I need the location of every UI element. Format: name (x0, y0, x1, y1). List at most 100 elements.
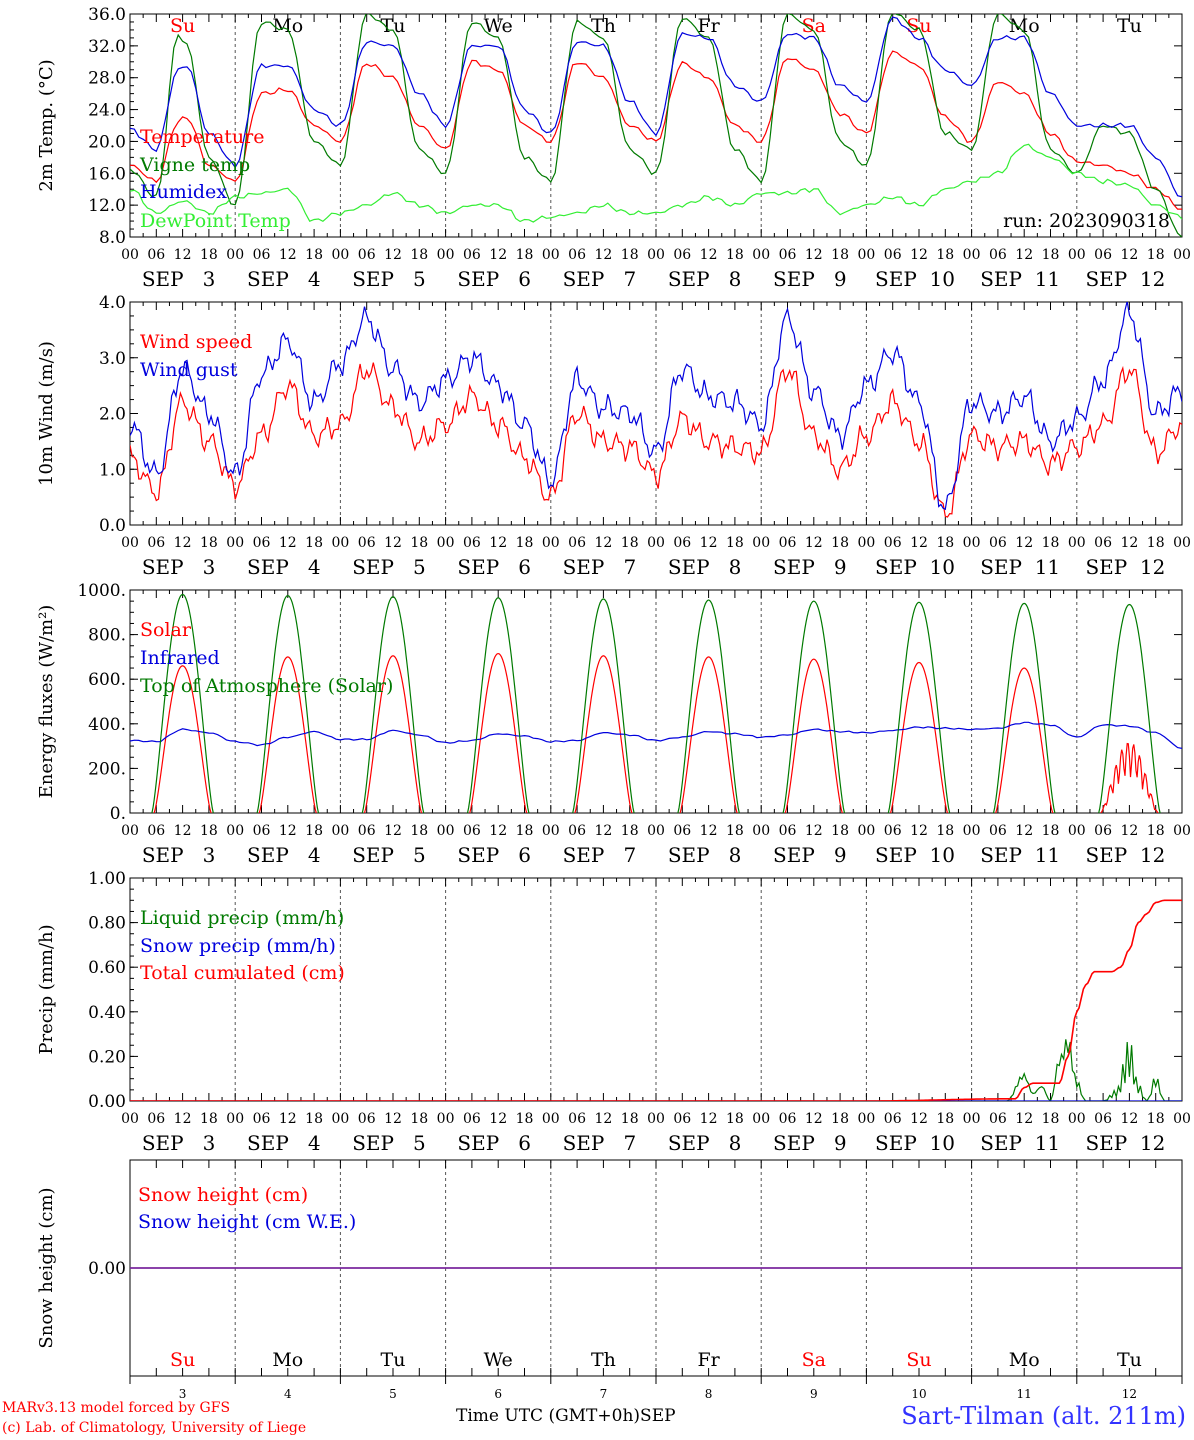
y-tick-label: 0.80 (88, 914, 126, 934)
hour-tick-label: 00 (121, 823, 139, 839)
legend-entry: Wind speed (140, 331, 252, 353)
hour-tick-label: 18 (726, 247, 744, 263)
y-tick-label: 0.40 (88, 1003, 126, 1023)
y-tick-label: 0.00 (88, 1092, 126, 1112)
date-label: SEP 8 (668, 1131, 742, 1155)
hour-tick-label: 00 (1068, 247, 1086, 263)
hour-tick-label: 12 (1015, 535, 1033, 551)
hour-tick-label: 06 (779, 535, 797, 551)
date-label: SEP 7 (563, 267, 637, 291)
hour-tick-label: 06 (673, 247, 691, 263)
hour-tick-label: 12 (594, 1111, 612, 1127)
date-label: SEP 12 (1085, 555, 1165, 579)
day-name-label: Su (906, 15, 931, 37)
hour-tick-label: 06 (568, 1111, 586, 1127)
day-number-label: 9 (810, 1387, 818, 1401)
hour-tick-label: 18 (516, 247, 534, 263)
day-name-label: Mo (272, 1349, 303, 1371)
y-tick-label: 16.0 (88, 164, 126, 184)
hour-tick-label: 00 (226, 535, 244, 551)
hour-tick-label: 18 (621, 535, 639, 551)
hour-tick-label: 12 (594, 535, 612, 551)
y-tick-label: 24.0 (88, 101, 126, 121)
hour-tick-label: 18 (516, 1111, 534, 1127)
hour-tick-label: 18 (200, 1111, 218, 1127)
hour-tick-label: 12 (384, 1111, 402, 1127)
hour-tick-label: 00 (752, 823, 770, 839)
hour-tick-label: 18 (305, 247, 323, 263)
date-label: SEP 10 (875, 1131, 955, 1155)
hour-tick-label: 18 (410, 247, 428, 263)
hour-tick-label: 00 (1173, 823, 1191, 839)
day-name-label: Su (170, 15, 195, 37)
hour-tick-label: 06 (1094, 247, 1112, 263)
hour-tick-label: 12 (174, 823, 192, 839)
hour-tick-label: 06 (568, 247, 586, 263)
day-name-label: Tu (1117, 15, 1142, 37)
hour-tick-label: 06 (989, 535, 1007, 551)
day-name-label: Mo (272, 15, 303, 37)
hour-tick-label: 00 (331, 535, 349, 551)
day-number-label: 4 (284, 1387, 292, 1401)
day-number-label: 8 (705, 1387, 713, 1401)
y-axis-label: 2m Temp. (°C) (36, 59, 57, 191)
y-tick-label: 28.0 (88, 69, 126, 89)
hour-tick-label: 12 (489, 1111, 507, 1127)
hour-tick-label: 12 (910, 247, 928, 263)
hour-tick-label: 00 (1068, 1111, 1086, 1127)
y-tick-label: 600. (88, 670, 126, 690)
hour-tick-label: 18 (1042, 823, 1060, 839)
panel-5: 0.00 Snow height (cm) Su Mo Tu We Th Fr Sa Su Mo Tu… (36, 1159, 1183, 1401)
hour-tick-label: 06 (253, 823, 271, 839)
hour-tick-label: 18 (726, 823, 744, 839)
date-label: SEP 4 (247, 555, 321, 579)
hour-tick-label: 00 (331, 823, 349, 839)
hour-tick-label: 18 (1147, 1111, 1165, 1127)
day-name-label: Fr (697, 15, 720, 37)
hour-tick-label: 00 (226, 823, 244, 839)
day-name-label: Th (591, 15, 616, 37)
hour-tick-label: 18 (1147, 823, 1165, 839)
date-label: SEP 6 (457, 1131, 531, 1155)
y-axis-label: Precip (mm/h) (36, 924, 57, 1054)
hour-tick-label: 18 (200, 535, 218, 551)
hour-tick-label: 06 (147, 535, 165, 551)
hour-tick-label: 00 (331, 247, 349, 263)
date-label: SEP 8 (668, 843, 742, 867)
date-label: SEP 11 (980, 555, 1060, 579)
time-axis-title: Time UTC (GMT+0h)SEP (456, 1406, 676, 1426)
hour-tick-label: 18 (831, 247, 849, 263)
hour-tick-label: 12 (910, 1111, 928, 1127)
date-label: SEP 3 (142, 843, 216, 867)
time-axis-label: Time UTC (GMT+0h) (456, 1406, 641, 1426)
hour-tick-label: 00 (752, 1111, 770, 1127)
series-layer (130, 899, 1182, 1101)
hour-tick-label: 18 (410, 823, 428, 839)
hour-tick-label: 06 (884, 247, 902, 263)
hour-tick-label: 12 (489, 823, 507, 839)
day-name-label: Th (591, 1349, 616, 1371)
hour-tick-label: 12 (805, 535, 823, 551)
date-label: SEP 6 (457, 267, 531, 291)
day-name-label: Fr (697, 1349, 720, 1371)
hour-tick-label: 00 (1068, 823, 1086, 839)
date-label: SEP 8 (668, 267, 742, 291)
hour-tick-label: 00 (437, 1111, 455, 1127)
hour-tick-label: 06 (147, 823, 165, 839)
y-tick-label: 8.0 (99, 228, 126, 248)
hour-tick-label: 00 (542, 823, 560, 839)
y-tick-label: 200. (88, 759, 126, 779)
date-label: SEP 9 (773, 1131, 847, 1155)
hour-tick-label: 18 (516, 823, 534, 839)
legend-entry: Humidex (140, 181, 227, 203)
series-line-temperature (130, 50, 1182, 210)
hour-tick-label: 00 (226, 1111, 244, 1127)
date-label: SEP 11 (980, 1131, 1060, 1155)
panel-3: 0. 200. 400. 600. 800. 1000. Energy fluxes (W/… (36, 581, 1191, 867)
hour-tick-label: 06 (1094, 1111, 1112, 1127)
legend-entry: Snow precip (mm/h) (140, 935, 336, 957)
series-layer (130, 593, 1182, 813)
y-tick-label: 0.0 (99, 516, 126, 536)
hour-tick-label: 12 (1015, 823, 1033, 839)
hour-tick-label: 06 (989, 823, 1007, 839)
